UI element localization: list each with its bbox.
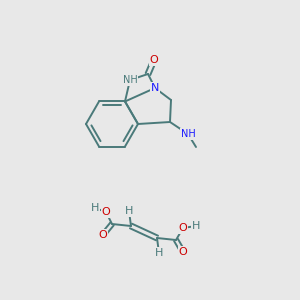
Text: NH: NH xyxy=(123,75,137,85)
Text: N: N xyxy=(151,83,159,93)
Text: H: H xyxy=(125,206,133,216)
Text: H: H xyxy=(192,221,200,231)
Text: O: O xyxy=(150,55,158,65)
Text: NH: NH xyxy=(181,129,195,139)
Text: H: H xyxy=(91,203,99,213)
Text: O: O xyxy=(99,230,107,240)
Text: O: O xyxy=(178,247,188,257)
Text: O: O xyxy=(102,207,110,217)
Text: H: H xyxy=(155,248,163,258)
Text: O: O xyxy=(178,223,188,233)
